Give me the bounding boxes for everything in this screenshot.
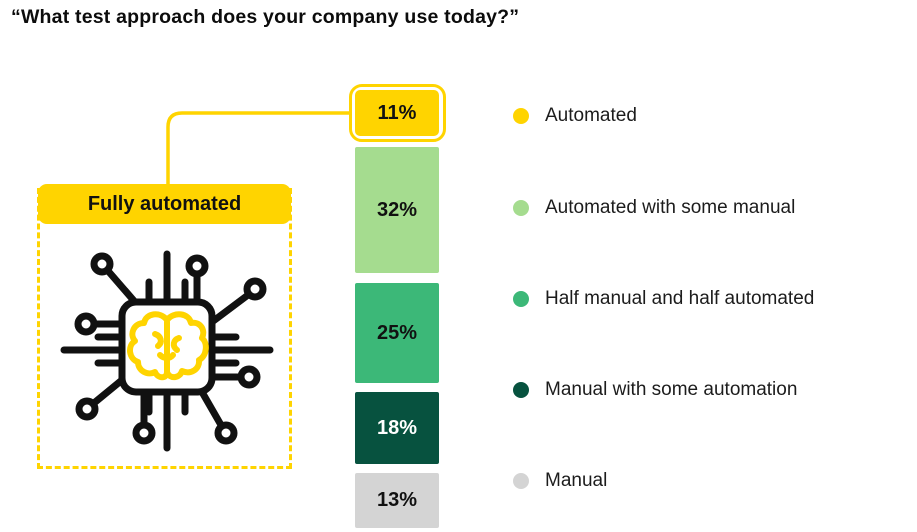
legend-dot xyxy=(513,291,529,307)
legend-label: Automated with some manual xyxy=(545,197,796,218)
legend-item-manual-some-automation: Manual with some automation xyxy=(513,378,797,402)
legend-item-automated-some-manual: Automated with some manual xyxy=(513,196,795,220)
legend-label: Manual with some automation xyxy=(545,379,798,400)
legend-dot xyxy=(513,382,529,398)
segment-value: 32% xyxy=(376,198,418,221)
segment-value: 18% xyxy=(376,416,418,439)
legend-label: Half manual and half automated xyxy=(545,288,815,309)
bar-segment-automated: 11% xyxy=(355,90,439,136)
ai-chip-brain-icon xyxy=(60,250,274,452)
segment-value: 25% xyxy=(376,321,418,344)
chart-title: “What test approach does your company us… xyxy=(11,6,520,28)
segment-value: 13% xyxy=(376,489,418,511)
legend-dot xyxy=(513,200,529,216)
callout-label-text: Fully automated xyxy=(87,192,242,215)
legend-label: Manual xyxy=(545,470,608,491)
legend-dot xyxy=(513,473,529,489)
bar-segment-manual-some-automation: 18% xyxy=(355,392,439,464)
bar-segment-half-half: 25% xyxy=(355,283,439,383)
bar-segment-manual: 13% xyxy=(355,473,439,528)
bar-segment-automated-some-manual: 32% xyxy=(355,147,439,273)
legend-item-automated: Automated xyxy=(513,104,637,128)
legend-item-manual: Manual xyxy=(513,469,607,493)
segment-value: 11% xyxy=(377,101,417,124)
legend-item-half-half: Half manual and half automated xyxy=(513,287,814,311)
legend-label: Automated xyxy=(545,105,637,126)
callout-label: Fully automated xyxy=(38,184,291,224)
legend-dot xyxy=(513,108,529,124)
